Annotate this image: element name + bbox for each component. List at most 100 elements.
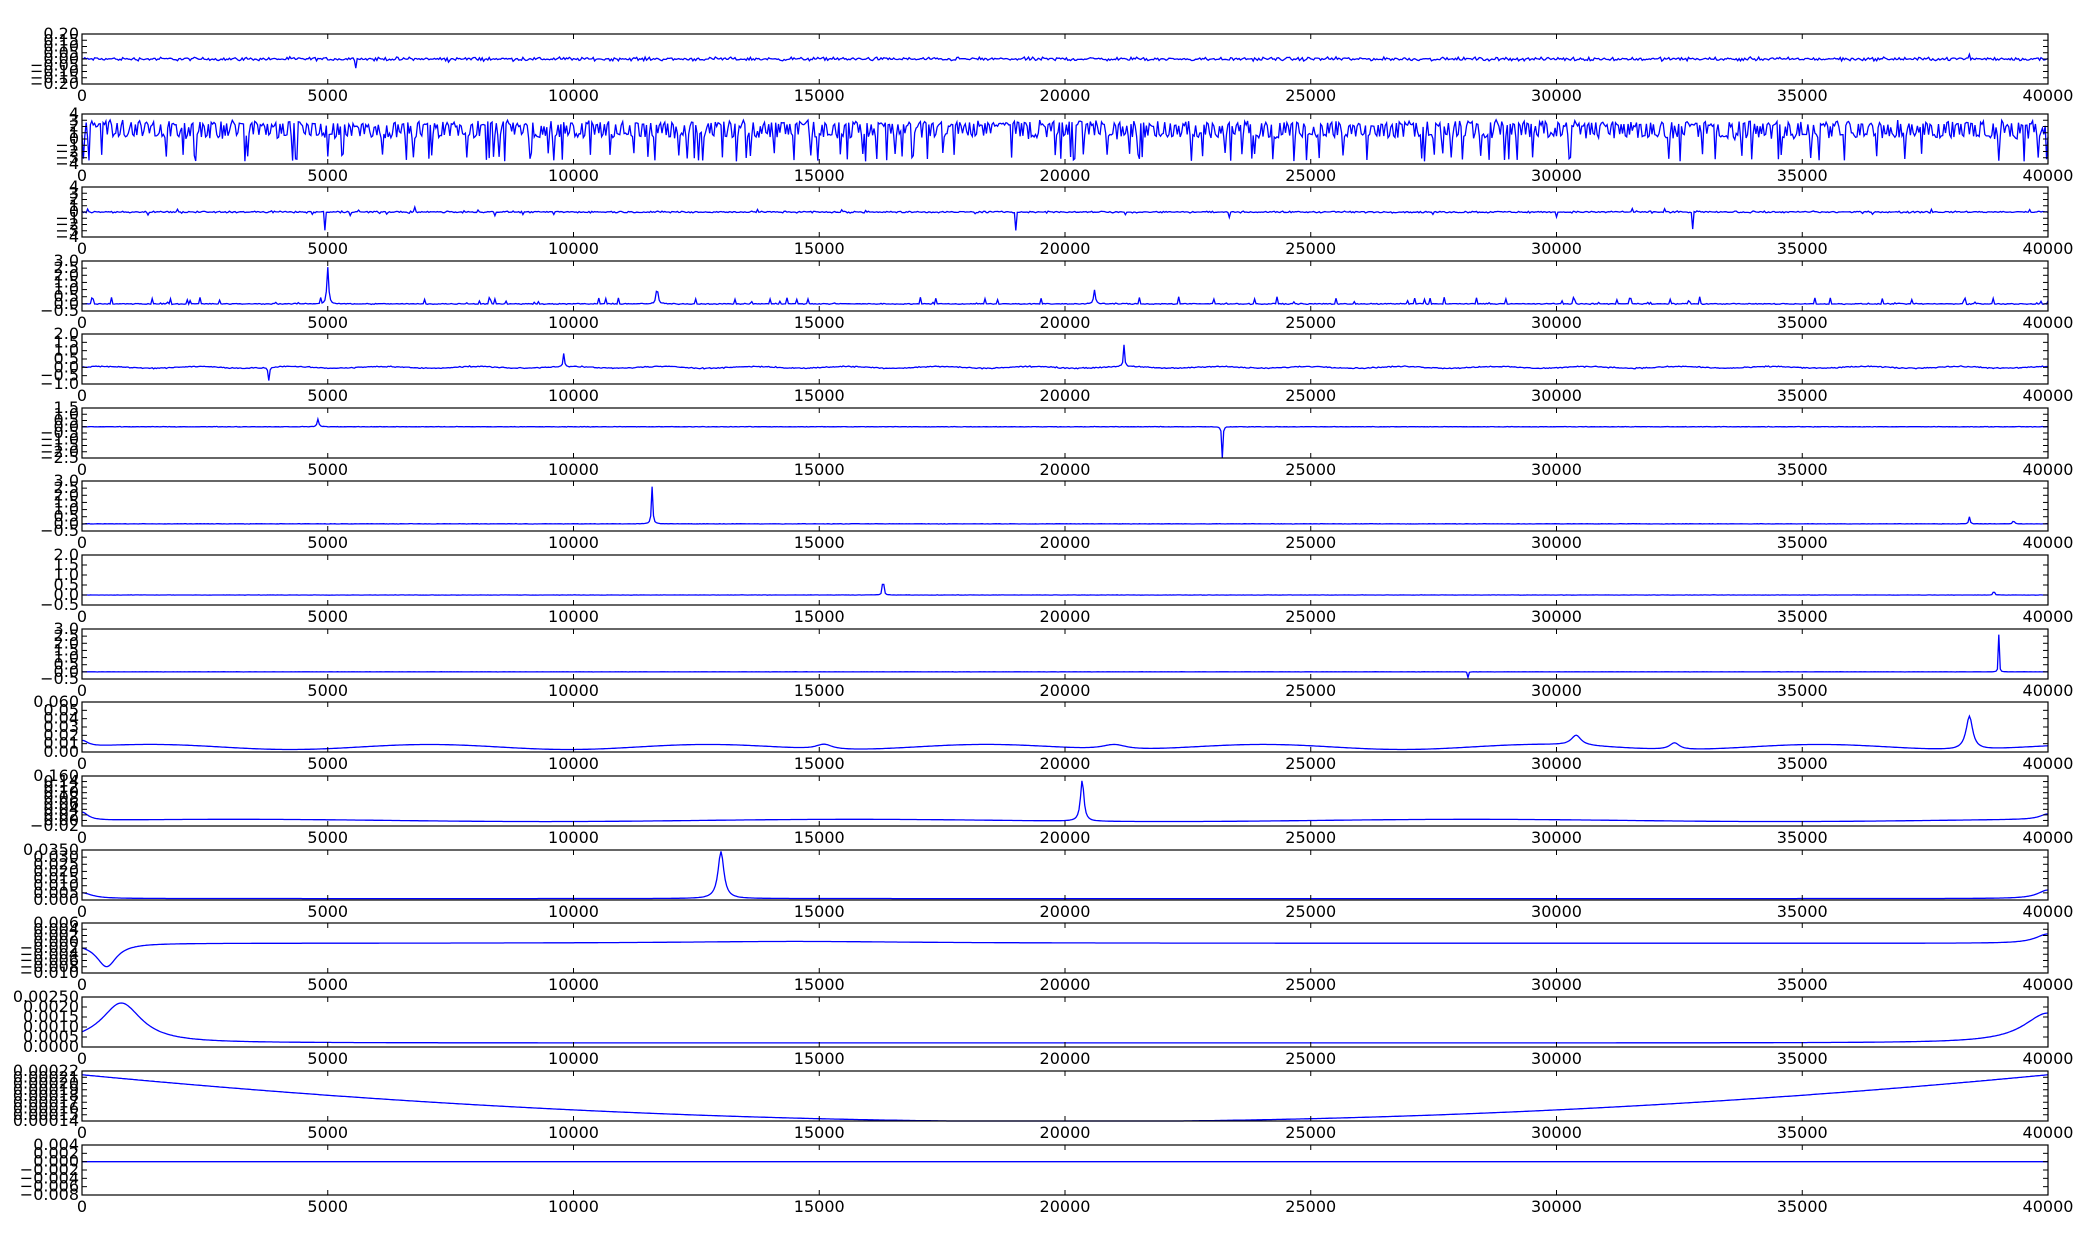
y-tick-label: −0.004 (20, 944, 79, 963)
x-tick-label: 25000 (1285, 828, 1336, 847)
x-tick-label: 30000 (1531, 754, 1582, 773)
y-tick-label: −1.0 (40, 429, 79, 448)
x-tick-label: 20000 (1040, 239, 1091, 258)
x-tick-label: 0 (77, 754, 87, 773)
y-tick-label: −0.006 (20, 1177, 79, 1196)
y-tick-label: 0.10 (43, 783, 79, 802)
x-tick-label: 5000 (307, 828, 348, 847)
x-tick-label: 5000 (307, 902, 348, 921)
x-tick-label: 10000 (548, 166, 599, 185)
y-tick-label: −0.15 (30, 68, 79, 87)
x-tick-label: 25000 (1285, 1123, 1336, 1142)
y-tick-label: 0.00021 (13, 1067, 79, 1086)
y-tick-label: −0.008 (20, 1185, 79, 1204)
y-tick-label: 0.060 (33, 692, 79, 711)
x-tick-label: 0 (77, 166, 87, 185)
y-tick-label: −3 (55, 148, 79, 167)
x-tick-label: 25000 (1285, 607, 1336, 626)
x-tick-label: 40000 (2023, 460, 2074, 479)
y-tick-label: −0.006 (20, 951, 79, 970)
y-tick-label: 2.0 (54, 485, 79, 504)
y-tick-label: −0.002 (20, 1160, 79, 1179)
y-tick-label: 0.0 (54, 662, 79, 681)
x-tick-label: 10000 (548, 313, 599, 332)
x-tick-label: 15000 (794, 681, 845, 700)
subplot-1: 0 5000 10000 15000 20000 25000 30000 35000 40000… (30, 24, 2073, 105)
x-tick-label: 30000 (1531, 460, 1582, 479)
subplot-13: 0 5000 10000 15000 20000 25000 30000 35000 40000… (20, 913, 2074, 994)
x-tick-label: 15000 (794, 1197, 845, 1216)
x-tick-label: 30000 (1531, 975, 1582, 994)
x-tick-label: 25000 (1285, 533, 1336, 552)
x-tick-label: 10000 (548, 754, 599, 773)
y-tick-label: 0.005 (33, 883, 79, 902)
y-tick-label: 0.004 (33, 919, 79, 938)
y-tick-label: −0.5 (40, 301, 79, 320)
y-tick-label: 0.0005 (23, 1027, 79, 1046)
y-tick-label: 0.00020 (13, 1074, 79, 1093)
y-tick-label: 0.025 (33, 854, 79, 873)
x-tick-label: 20000 (1040, 166, 1091, 185)
x-tick-label: 10000 (548, 975, 599, 994)
x-tick-label: 15000 (794, 533, 845, 552)
x-tick-label: 30000 (1531, 1123, 1582, 1142)
y-tick-label: 0.04 (43, 799, 79, 818)
x-tick-label: 35000 (1777, 86, 1828, 105)
y-tick-label: 1.5 (54, 492, 79, 511)
y-tick-label: 0.12 (43, 777, 79, 796)
x-tick-label: 20000 (1040, 533, 1091, 552)
y-tick-label: 3 (69, 183, 79, 202)
subplot-14: 0 5000 10000 15000 20000 25000 30000 35000 40000… (13, 987, 2074, 1068)
x-tick-label: 5000 (307, 166, 348, 185)
y-tick-label: 0.0015 (23, 1007, 79, 1026)
x-tick-label: 30000 (1531, 828, 1582, 847)
y-tick-label: 1.5 (54, 272, 79, 291)
y-tick-label: −2.5 (40, 448, 79, 467)
y-tick-label: −1.0 (40, 374, 79, 393)
x-tick-label: 10000 (548, 239, 599, 258)
y-tick-label: −0.010 (20, 963, 79, 982)
x-tick-label: 15000 (794, 386, 845, 405)
x-tick-label: 5000 (307, 460, 348, 479)
x-tick-label: 25000 (1285, 460, 1336, 479)
y-tick-label: 0.02 (43, 805, 79, 824)
x-tick-label: 25000 (1285, 1049, 1336, 1068)
y-tick-label: 1.0 (54, 280, 79, 299)
x-tick-label: 0 (77, 533, 87, 552)
x-tick-label: 5000 (307, 754, 348, 773)
y-tick-label: 0.000 (33, 1152, 79, 1171)
x-tick-label: 5000 (307, 681, 348, 700)
series-line-11 (81, 780, 2049, 823)
x-tick-label: 40000 (2023, 902, 2074, 921)
y-tick-label: 0.00015 (13, 1105, 79, 1124)
subplot-5: 0 5000 10000 15000 20000 25000 30000 35000 40000… (40, 324, 2073, 405)
y-tick-label: 3.0 (54, 251, 79, 270)
y-tick-label: 0.00 (43, 49, 79, 68)
x-tick-label: 35000 (1777, 1123, 1828, 1142)
x-tick-label: 0 (77, 828, 87, 847)
x-tick-label: 0 (77, 975, 87, 994)
x-tick-label: 40000 (2023, 1049, 2074, 1068)
y-tick-label: 0 (69, 129, 79, 148)
x-tick-label: 35000 (1777, 828, 1828, 847)
y-tick-label: 0.5 (54, 411, 79, 430)
y-tick-label: 0.5 (54, 575, 79, 594)
x-tick-label: 40000 (2023, 1123, 2074, 1142)
series-line-9 (81, 634, 2048, 681)
y-tick-label: 2.0 (54, 265, 79, 284)
x-tick-label: 40000 (2023, 166, 2074, 185)
subplot-stack: 0 5000 10000 15000 20000 25000 30000 35000 40000… (13, 24, 2074, 1216)
y-tick-label: 0 (69, 202, 79, 221)
x-tick-label: 0 (77, 607, 87, 626)
x-tick-label: 40000 (2023, 86, 2074, 105)
x-tick-label: 30000 (1531, 1049, 1582, 1068)
x-tick-label: 25000 (1285, 313, 1336, 332)
x-tick-label: 25000 (1285, 239, 1336, 258)
x-tick-label: 0 (77, 1049, 87, 1068)
y-tick-label: −0.008 (20, 957, 79, 976)
y-tick-label: 1.0 (54, 500, 79, 519)
x-tick-label: 25000 (1285, 1197, 1336, 1216)
x-tick-label: 25000 (1285, 86, 1336, 105)
y-tick-label: 2 (69, 190, 79, 209)
y-tick-label: 1.0 (54, 341, 79, 360)
